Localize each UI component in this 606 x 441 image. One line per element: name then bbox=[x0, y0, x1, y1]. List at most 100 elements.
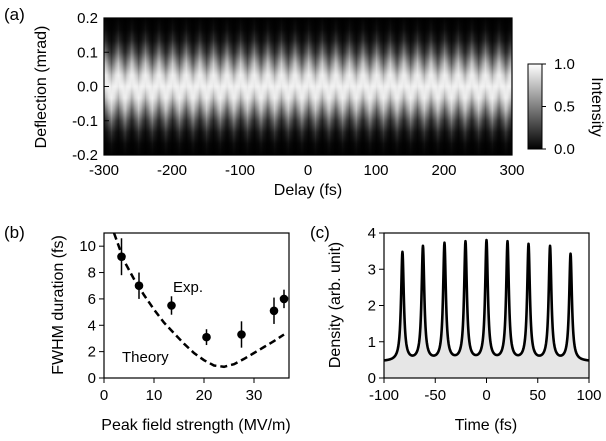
heatmap-column bbox=[144, 18, 147, 155]
heatmap-column bbox=[110, 18, 113, 155]
heatmap-column bbox=[401, 18, 404, 155]
heatmap-column bbox=[256, 18, 259, 155]
heatmap-column bbox=[150, 18, 153, 155]
heatmap-column bbox=[464, 18, 467, 155]
heatmap-column bbox=[290, 18, 293, 155]
heatmap-column bbox=[373, 18, 376, 155]
heatmap-column bbox=[380, 18, 382, 155]
heatmap-column bbox=[121, 18, 124, 155]
heatmap-column bbox=[193, 18, 196, 155]
panel-c: (c) -100 -50 0 50 100 0 1 2 3 4 Time (fs) Densit… bbox=[310, 223, 602, 434]
heatmap-column bbox=[109, 18, 112, 155]
panel-b-ylabel: FWHM duration (fs) bbox=[50, 235, 67, 375]
heatmap-column bbox=[506, 18, 509, 155]
heatmap-column bbox=[362, 18, 365, 155]
heatmap-column bbox=[199, 18, 202, 155]
heatmap-column bbox=[337, 18, 340, 155]
heatmap-column bbox=[469, 18, 472, 155]
heatmap-column bbox=[223, 18, 226, 155]
heatmap-column bbox=[430, 18, 433, 155]
heatmap-column bbox=[139, 18, 142, 155]
heatmap-column bbox=[494, 18, 497, 155]
heatmap-column bbox=[354, 18, 357, 155]
heatmap-column bbox=[403, 18, 406, 155]
heatmap-column bbox=[260, 18, 263, 155]
heatmap-column bbox=[318, 18, 321, 155]
y-tick-label: 0.2 bbox=[77, 10, 98, 27]
data-point bbox=[279, 294, 289, 304]
heatmap-column bbox=[245, 18, 248, 155]
heatmap-column bbox=[253, 18, 256, 155]
heatmap-column bbox=[308, 18, 310, 155]
heatmap-column bbox=[479, 18, 482, 155]
heatmap-column bbox=[231, 18, 234, 155]
heatmap-column bbox=[189, 18, 192, 155]
heatmap-column bbox=[177, 18, 180, 155]
colorbar bbox=[527, 63, 543, 150]
colorbar-tick-label: 1.0 bbox=[554, 56, 575, 73]
heatmap-column bbox=[138, 18, 140, 155]
heatmap-column bbox=[235, 18, 238, 155]
heatmap-column bbox=[283, 18, 286, 155]
heatmap-column bbox=[424, 18, 427, 155]
heatmap-column bbox=[378, 18, 381, 155]
heatmap-column bbox=[446, 18, 449, 155]
heatmap-column bbox=[279, 18, 282, 155]
heatmap-column bbox=[433, 18, 435, 155]
y-tick-label: -0.1 bbox=[72, 113, 98, 130]
heatmap-column bbox=[382, 18, 385, 155]
heatmap-column bbox=[371, 18, 374, 155]
x-tick-label: 20 bbox=[196, 387, 213, 404]
heatmap-column bbox=[327, 18, 329, 155]
heatmap-column bbox=[441, 18, 444, 155]
heatmap-column bbox=[439, 18, 442, 155]
heatmap-column bbox=[367, 18, 370, 155]
heatmap-column bbox=[271, 18, 274, 155]
heatmap-column bbox=[404, 18, 407, 155]
heatmap-column bbox=[306, 18, 309, 155]
heatmap-column bbox=[159, 18, 162, 155]
heatmap-column bbox=[128, 18, 131, 155]
heatmap-column bbox=[157, 18, 159, 155]
heatmap-column bbox=[482, 18, 484, 155]
heatmap-column bbox=[359, 18, 362, 155]
heatmap-column bbox=[395, 18, 397, 155]
heatmap-column bbox=[288, 18, 291, 155]
heatmap-column bbox=[435, 18, 438, 155]
heatmap-column bbox=[174, 18, 177, 155]
heatmap-column bbox=[237, 18, 240, 155]
heatmap-column bbox=[140, 18, 143, 155]
heatmap-column bbox=[472, 18, 475, 155]
heatmap-column bbox=[449, 18, 452, 155]
data-point bbox=[134, 281, 144, 291]
heatmap-column bbox=[246, 18, 249, 155]
heatmap-column bbox=[453, 18, 456, 155]
heatmap-column bbox=[248, 18, 251, 155]
heatmap-column bbox=[201, 18, 204, 155]
heatmap-column bbox=[332, 18, 335, 155]
heatmap-column bbox=[226, 18, 229, 155]
heatmap-column bbox=[473, 18, 476, 155]
heatmap-column bbox=[390, 18, 393, 155]
heatmap-column bbox=[298, 18, 301, 155]
heatmap-column bbox=[218, 18, 221, 155]
y-tick-label: 4 bbox=[368, 225, 376, 242]
heatmap-column bbox=[381, 18, 384, 155]
heatmap-column bbox=[227, 18, 230, 155]
heatmap-column bbox=[146, 18, 149, 155]
panel-a-label: (a) bbox=[4, 5, 25, 24]
heatmap-column bbox=[407, 18, 410, 155]
heatmap-column bbox=[108, 18, 110, 155]
heatmap-column bbox=[267, 18, 270, 155]
heatmap-column bbox=[429, 18, 431, 155]
heatmap-column bbox=[369, 18, 372, 155]
heatmap-column bbox=[241, 18, 244, 155]
heatmap-column bbox=[167, 18, 170, 155]
heatmap-column bbox=[268, 18, 271, 155]
data-point bbox=[117, 252, 126, 262]
panel-c-ylabel: Density (arb. unit) bbox=[327, 242, 344, 368]
heatmap-column bbox=[502, 18, 505, 155]
heatmap-column bbox=[490, 18, 493, 155]
heatmap-column bbox=[499, 18, 502, 155]
heatmap-column bbox=[348, 18, 351, 155]
